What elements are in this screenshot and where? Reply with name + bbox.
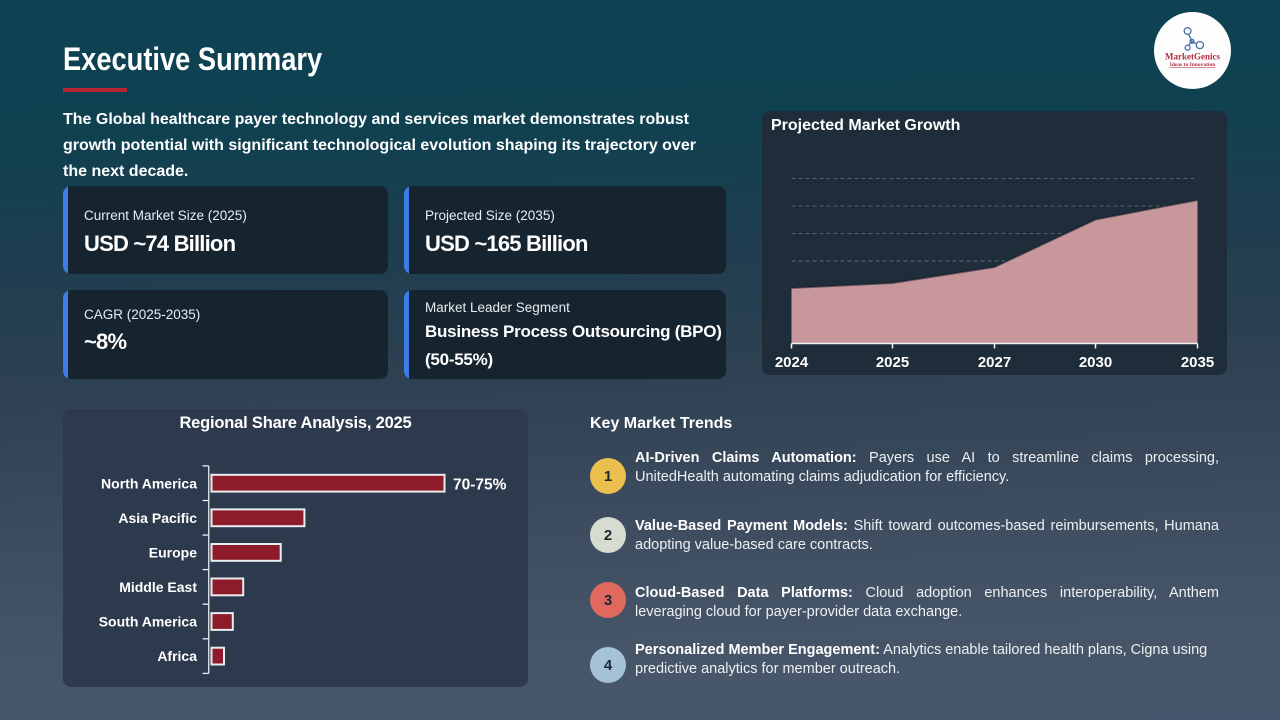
svg-text:2030: 2030 <box>1079 354 1112 371</box>
svg-text:MarketGenics: MarketGenics <box>1165 52 1220 62</box>
svg-text:Ideas to Innovation: Ideas to Innovation <box>1170 62 1216 68</box>
svg-text:Europe: Europe <box>149 545 197 561</box>
svg-text:Middle East: Middle East <box>119 579 197 595</box>
svg-text:2025: 2025 <box>876 354 909 371</box>
svg-text:2027: 2027 <box>978 354 1011 371</box>
svg-text:2035: 2035 <box>1181 354 1214 371</box>
svg-text:North America: North America <box>101 475 197 491</box>
svg-text:Africa: Africa <box>157 648 197 664</box>
svg-text:Asia Pacific: Asia Pacific <box>118 510 197 526</box>
svg-text:South America: South America <box>99 614 197 630</box>
svg-text:2024: 2024 <box>775 354 809 371</box>
svg-text:70-75%: 70-75% <box>453 477 507 494</box>
